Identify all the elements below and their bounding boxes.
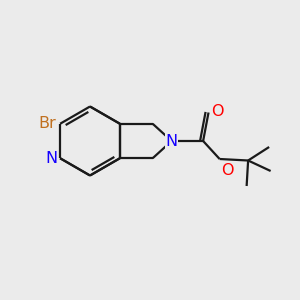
Text: N: N: [166, 134, 178, 148]
Text: O: O: [212, 103, 224, 118]
Text: O: O: [221, 163, 234, 178]
Text: Br: Br: [39, 116, 56, 131]
Text: N: N: [46, 151, 58, 166]
